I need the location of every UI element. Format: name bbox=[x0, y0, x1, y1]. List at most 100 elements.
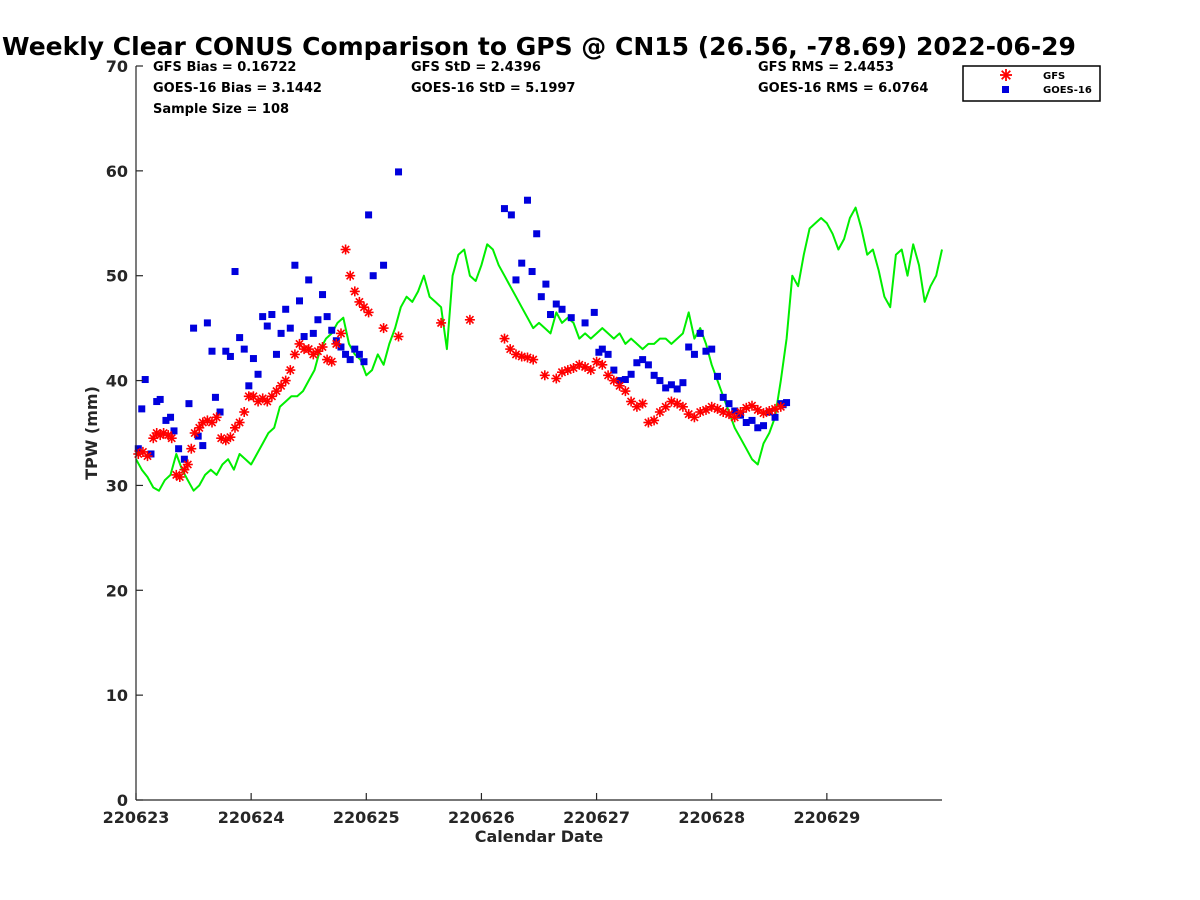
goes-point bbox=[696, 329, 704, 337]
goes-point bbox=[156, 395, 164, 403]
goes-point bbox=[314, 316, 322, 324]
legend-gfs-label: GFS bbox=[1043, 71, 1065, 82]
gfs-point bbox=[614, 380, 625, 391]
gfs-rms-text: GFS RMS = 2.4453 bbox=[758, 60, 894, 75]
gfs-point bbox=[211, 412, 222, 423]
gfs-point bbox=[331, 338, 342, 349]
goes-point bbox=[621, 376, 629, 384]
goes-point bbox=[537, 293, 545, 301]
goes-point bbox=[662, 384, 670, 392]
goes-point bbox=[610, 366, 618, 374]
goes-point bbox=[771, 413, 779, 421]
goes-point bbox=[296, 297, 304, 305]
y-tick-label: 0 bbox=[117, 791, 128, 810]
x-tick-label: 220629 bbox=[793, 808, 860, 827]
goes-point bbox=[268, 311, 276, 319]
gfs-point bbox=[620, 386, 631, 397]
goes-point bbox=[254, 370, 262, 378]
goes-point bbox=[147, 450, 155, 458]
gps-line-layer bbox=[135, 206, 943, 492]
x-axis-label: Calendar Date bbox=[475, 827, 604, 846]
goes-point bbox=[167, 413, 175, 421]
goes-marker-layer bbox=[134, 168, 791, 463]
axes: 0 10 20 30 40 50 60 70 220623 220624 220625 220626… bbox=[103, 57, 942, 827]
goes-point bbox=[203, 319, 211, 327]
y-axis-label: TPW (mm) bbox=[82, 386, 101, 480]
goes-point bbox=[138, 405, 146, 413]
goes-point bbox=[328, 326, 336, 334]
gfs-point bbox=[179, 464, 190, 475]
goes-point bbox=[162, 416, 170, 424]
goes-point bbox=[702, 347, 710, 355]
goes-point bbox=[512, 276, 520, 284]
goes-point bbox=[216, 408, 224, 416]
y-tick-label: 20 bbox=[106, 581, 128, 600]
gfs-point bbox=[775, 401, 786, 412]
goes-point bbox=[667, 381, 675, 389]
gfs-point bbox=[528, 354, 539, 365]
gfs-point bbox=[239, 407, 250, 417]
goes-point bbox=[673, 385, 681, 393]
goes-point bbox=[644, 361, 652, 369]
legend: GFS GOES-16 bbox=[962, 65, 1101, 102]
x-tick-label: 220624 bbox=[218, 808, 285, 827]
goes-point bbox=[690, 350, 698, 358]
gfs-point bbox=[234, 417, 245, 428]
goes-point bbox=[282, 305, 290, 313]
goes-point bbox=[190, 324, 198, 332]
gfs-point bbox=[551, 373, 562, 384]
goes-point bbox=[639, 356, 647, 364]
y-ticks: 0 10 20 30 40 50 60 70 bbox=[106, 57, 143, 810]
goes-point bbox=[272, 350, 280, 358]
legend-gfs-marker bbox=[1000, 69, 1012, 81]
gfs-point bbox=[637, 398, 648, 409]
goes-point bbox=[141, 376, 149, 384]
gfs-point bbox=[166, 433, 177, 444]
goes-point bbox=[222, 347, 230, 355]
goes-point bbox=[319, 291, 327, 299]
goes-point bbox=[685, 343, 693, 351]
y-tick-label: 40 bbox=[106, 372, 128, 391]
x-tick-label: 220627 bbox=[563, 808, 630, 827]
legend-box bbox=[962, 65, 1101, 102]
goes-point bbox=[170, 427, 178, 435]
x-tick-label: 220623 bbox=[103, 808, 170, 827]
goes-point bbox=[713, 372, 721, 380]
gfs-point bbox=[225, 432, 236, 443]
goes-point bbox=[263, 322, 271, 330]
goes-point bbox=[616, 377, 624, 385]
goes-std-text: GOES-16 StD = 5.1997 bbox=[411, 81, 575, 96]
goes-point bbox=[518, 259, 526, 267]
gfs-point bbox=[597, 359, 608, 370]
goes-point bbox=[590, 308, 598, 316]
gfs-point bbox=[585, 365, 596, 376]
gfs-point bbox=[574, 359, 585, 370]
legend-goes-marker bbox=[1002, 86, 1009, 93]
goes-point bbox=[211, 393, 219, 401]
goes-point bbox=[249, 355, 257, 363]
goes-point bbox=[351, 345, 359, 353]
gfs-point bbox=[194, 422, 205, 433]
gfs-point bbox=[317, 342, 328, 352]
goes-point bbox=[533, 230, 541, 238]
goes-point bbox=[542, 280, 550, 288]
gfs-bias-text: GFS Bias = 0.16722 bbox=[153, 60, 296, 75]
gfs-point bbox=[363, 307, 374, 318]
y-tick-label: 50 bbox=[106, 267, 128, 286]
gfs-point bbox=[142, 451, 153, 462]
goes-point bbox=[650, 371, 658, 379]
gfs-point bbox=[516, 351, 527, 362]
goes-point bbox=[558, 305, 566, 313]
gfs-point bbox=[464, 314, 475, 325]
goes-point bbox=[245, 382, 253, 390]
stats-block: GFS Bias = 0.16722 GOES-16 Bias = 3.1442… bbox=[153, 60, 928, 117]
goes-point bbox=[180, 455, 188, 463]
goes-point bbox=[725, 400, 733, 408]
goes-point bbox=[342, 350, 350, 358]
goes-point bbox=[567, 314, 575, 322]
goes-point bbox=[305, 276, 313, 284]
x-tick-label: 220628 bbox=[678, 808, 745, 827]
goes-point bbox=[226, 352, 234, 360]
goes-point bbox=[365, 211, 373, 219]
